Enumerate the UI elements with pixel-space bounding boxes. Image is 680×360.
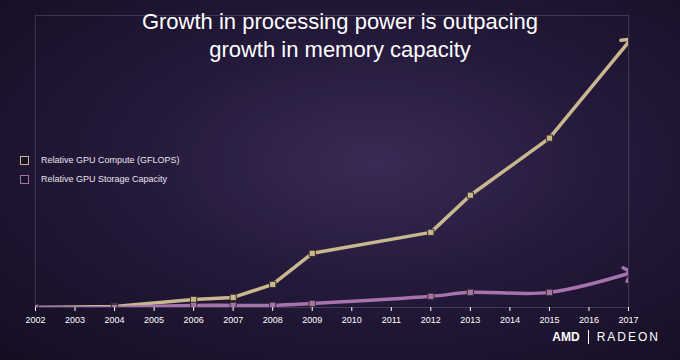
html-text:growth in memory capacity: growth in memory capacity bbox=[209, 37, 471, 62]
svg-text:2013: 2013 bbox=[460, 315, 480, 325]
svg-text:2011: 2011 bbox=[382, 315, 401, 325]
html-text:Growth in processing power is: Growth in processing power is outpacing bbox=[141, 9, 539, 34]
svg-text:2016: 2016 bbox=[579, 315, 599, 325]
html-text:Relative GPU Storage Capacity: Relative GPU Storage Capacity bbox=[41, 174, 168, 184]
svg-text:2009: 2009 bbox=[302, 315, 322, 325]
html-text:Relative GPU Compute (GFLOPS): Relative GPU Compute (GFLOPS) bbox=[41, 155, 180, 165]
svg-text:2014: 2014 bbox=[500, 315, 520, 325]
html-text:AMD: AMD bbox=[552, 330, 580, 344]
html-text:RADEON: RADEON bbox=[596, 330, 660, 344]
svg-text:2002: 2002 bbox=[25, 315, 45, 325]
svg-text:2008: 2008 bbox=[263, 315, 283, 325]
svg-text:2005: 2005 bbox=[144, 315, 164, 325]
svg-text:2004: 2004 bbox=[105, 315, 125, 325]
svg-text:2007: 2007 bbox=[223, 315, 243, 325]
svg-text:2017: 2017 bbox=[618, 315, 638, 325]
svg-text:2015: 2015 bbox=[539, 315, 559, 325]
svg-text:2006: 2006 bbox=[184, 315, 204, 325]
svg-text:2012: 2012 bbox=[421, 315, 441, 325]
svg-text:2003: 2003 bbox=[65, 315, 85, 325]
svg-text:2010: 2010 bbox=[342, 315, 362, 325]
